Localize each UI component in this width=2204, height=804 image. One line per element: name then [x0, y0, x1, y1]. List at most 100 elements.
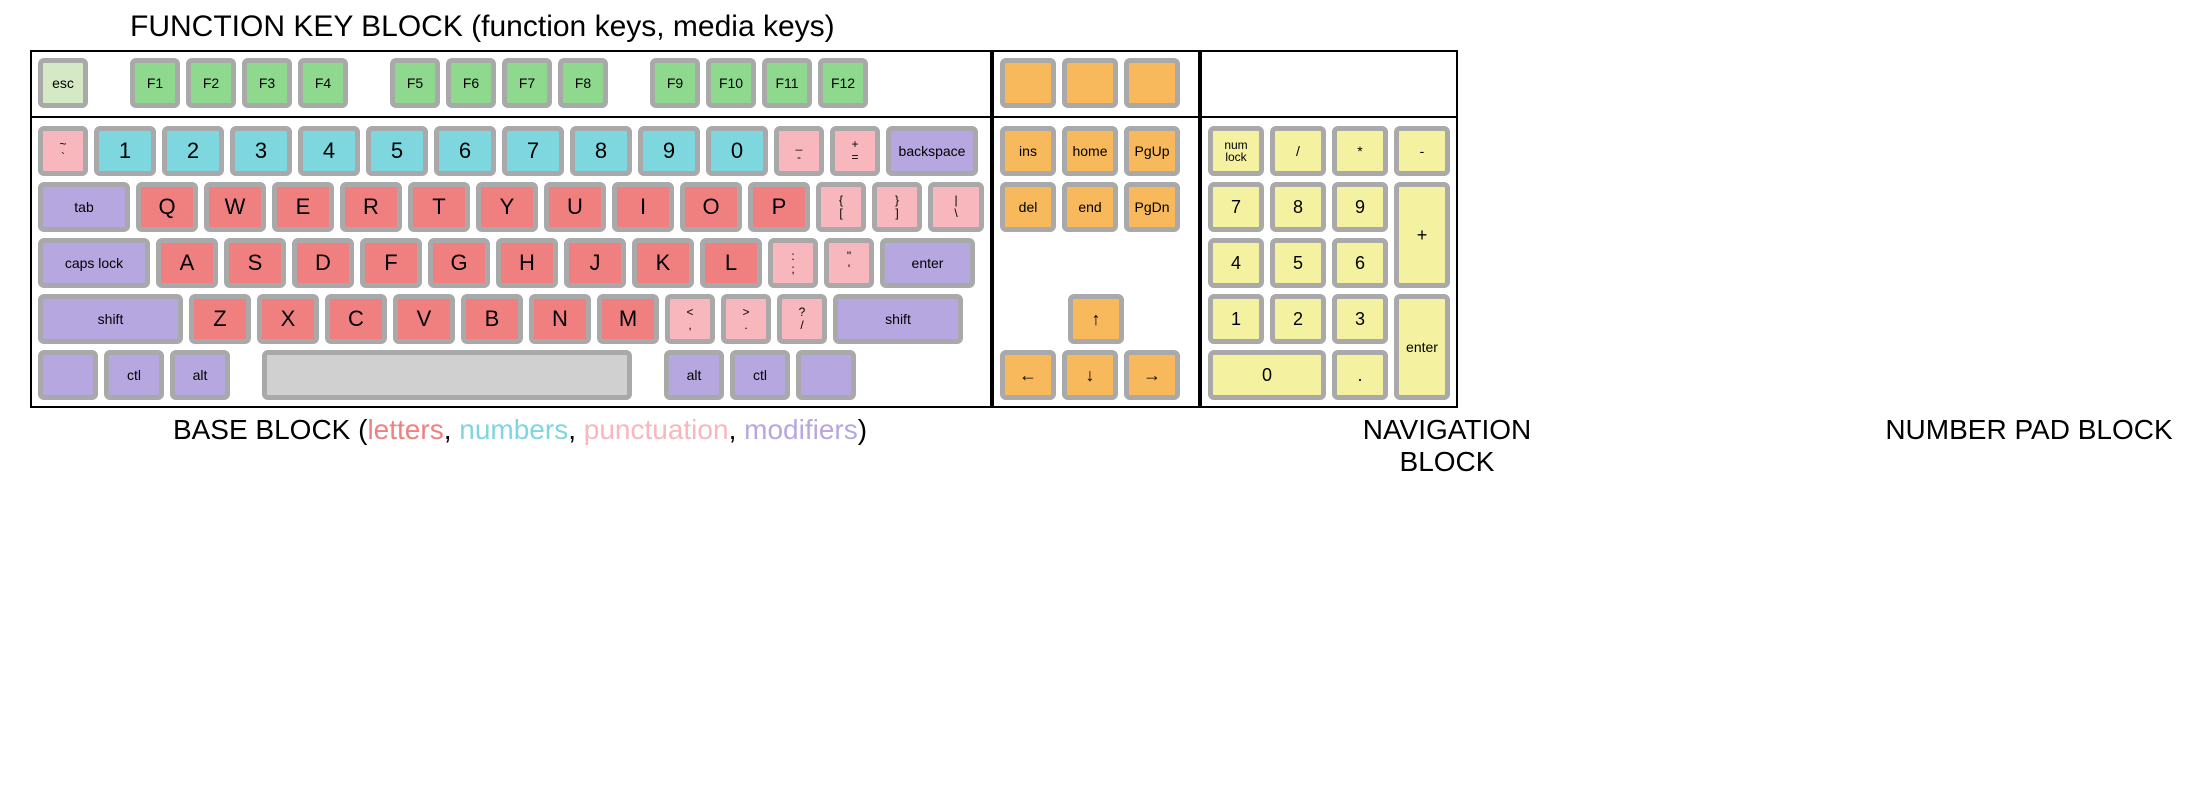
key-space[interactable]: [262, 350, 632, 400]
key-nav-blank[interactable]: [1124, 58, 1180, 108]
key-arrow-right[interactable]: →: [1124, 350, 1180, 400]
key-f3[interactable]: F3: [242, 58, 292, 108]
key-f11[interactable]: F11: [762, 58, 812, 108]
key-k[interactable]: K: [632, 238, 694, 288]
key-arrow-left[interactable]: ←: [1000, 350, 1056, 400]
key-f4[interactable]: F4: [298, 58, 348, 108]
key-minus[interactable]: _-: [774, 126, 824, 176]
key-v[interactable]: V: [393, 294, 455, 344]
key-d[interactable]: D: [292, 238, 354, 288]
key-f6[interactable]: F6: [446, 58, 496, 108]
key-ins[interactable]: ins: [1000, 126, 1056, 176]
key-numpad-3[interactable]: 3: [1332, 294, 1388, 344]
key-w[interactable]: W: [204, 182, 266, 232]
key-bracket-left[interactable]: {[: [816, 182, 866, 232]
key-a[interactable]: A: [156, 238, 218, 288]
key-q[interactable]: Q: [136, 182, 198, 232]
key-i[interactable]: I: [612, 182, 674, 232]
key-arrow-up[interactable]: ↑: [1068, 294, 1124, 344]
key-2[interactable]: 2: [162, 126, 224, 176]
key-slash[interactable]: ?/: [777, 294, 827, 344]
key-blank-right[interactable]: [796, 350, 856, 400]
key-tab[interactable]: tab: [38, 182, 130, 232]
key-9[interactable]: 9: [638, 126, 700, 176]
key-h[interactable]: H: [496, 238, 558, 288]
key-numpad-9[interactable]: 9: [1332, 182, 1388, 232]
key-bracket-right[interactable]: }]: [872, 182, 922, 232]
key-alt-left[interactable]: alt: [170, 350, 230, 400]
key-numpad-divide[interactable]: /: [1270, 126, 1326, 176]
key-period[interactable]: >.: [721, 294, 771, 344]
key-j[interactable]: J: [564, 238, 626, 288]
key-numpad-add[interactable]: +: [1394, 182, 1450, 288]
key-p[interactable]: P: [748, 182, 810, 232]
key-f[interactable]: F: [360, 238, 422, 288]
key-backspace[interactable]: backspace: [886, 126, 978, 176]
key-end[interactable]: end: [1062, 182, 1118, 232]
key-f12[interactable]: F12: [818, 58, 868, 108]
key-c[interactable]: C: [325, 294, 387, 344]
key-ctrl-left[interactable]: ctl: [104, 350, 164, 400]
key-numpad-2[interactable]: 2: [1270, 294, 1326, 344]
key-f10[interactable]: F10: [706, 58, 756, 108]
key-numpad-7[interactable]: 7: [1208, 182, 1264, 232]
key-5[interactable]: 5: [366, 126, 428, 176]
key-pgup[interactable]: PgUp: [1124, 126, 1180, 176]
key-4[interactable]: 4: [298, 126, 360, 176]
key-y[interactable]: Y: [476, 182, 538, 232]
key-3[interactable]: 3: [230, 126, 292, 176]
key-x[interactable]: X: [257, 294, 319, 344]
key-z[interactable]: Z: [189, 294, 251, 344]
key-l[interactable]: L: [700, 238, 762, 288]
key-n[interactable]: N: [529, 294, 591, 344]
key-shift-left[interactable]: shift: [38, 294, 183, 344]
key-f8[interactable]: F8: [558, 58, 608, 108]
key-numpad-decimal[interactable]: .: [1332, 350, 1388, 400]
key-quote[interactable]: "': [824, 238, 874, 288]
key-f7[interactable]: F7: [502, 58, 552, 108]
key-m[interactable]: M: [597, 294, 659, 344]
key-capslock[interactable]: caps lock: [38, 238, 150, 288]
key-comma[interactable]: <,: [665, 294, 715, 344]
key-numpad-5[interactable]: 5: [1270, 238, 1326, 288]
key-numpad-subtract[interactable]: -: [1394, 126, 1450, 176]
key-e[interactable]: E: [272, 182, 334, 232]
key-shift-right[interactable]: shift: [833, 294, 963, 344]
key-enter[interactable]: enter: [880, 238, 975, 288]
key-pgdn[interactable]: PgDn: [1124, 182, 1180, 232]
key-o[interactable]: O: [680, 182, 742, 232]
key-7[interactable]: 7: [502, 126, 564, 176]
key-del[interactable]: del: [1000, 182, 1056, 232]
key-0[interactable]: 0: [706, 126, 768, 176]
key-nav-blank[interactable]: [1000, 58, 1056, 108]
key-numpad-enter[interactable]: enter: [1394, 294, 1450, 400]
key-f9[interactable]: F9: [650, 58, 700, 108]
key-equals[interactable]: +=: [830, 126, 880, 176]
key-backslash[interactable]: |\: [928, 182, 984, 232]
key-g[interactable]: G: [428, 238, 490, 288]
key-numpad-0[interactable]: 0: [1208, 350, 1326, 400]
key-t[interactable]: T: [408, 182, 470, 232]
key-s[interactable]: S: [224, 238, 286, 288]
key-arrow-down[interactable]: ↓: [1062, 350, 1118, 400]
key-blank-left[interactable]: [38, 350, 98, 400]
key-nav-blank[interactable]: [1062, 58, 1118, 108]
key-numpad-8[interactable]: 8: [1270, 182, 1326, 232]
key-b[interactable]: B: [461, 294, 523, 344]
key-r[interactable]: R: [340, 182, 402, 232]
key-ctrl-right[interactable]: ctl: [730, 350, 790, 400]
key-1[interactable]: 1: [94, 126, 156, 176]
key-u[interactable]: U: [544, 182, 606, 232]
key-numpad-4[interactable]: 4: [1208, 238, 1264, 288]
key-home[interactable]: home: [1062, 126, 1118, 176]
key-grave[interactable]: ~`: [38, 126, 88, 176]
key-numpad-multiply[interactable]: *: [1332, 126, 1388, 176]
key-f5[interactable]: F5: [390, 58, 440, 108]
key-8[interactable]: 8: [570, 126, 632, 176]
key-numpad-6[interactable]: 6: [1332, 238, 1388, 288]
key-esc[interactable]: esc: [38, 58, 88, 108]
key-alt-right[interactable]: alt: [664, 350, 724, 400]
key-numpad-1[interactable]: 1: [1208, 294, 1264, 344]
key-numpad-numlock[interactable]: num lock: [1208, 126, 1264, 176]
key-6[interactable]: 6: [434, 126, 496, 176]
